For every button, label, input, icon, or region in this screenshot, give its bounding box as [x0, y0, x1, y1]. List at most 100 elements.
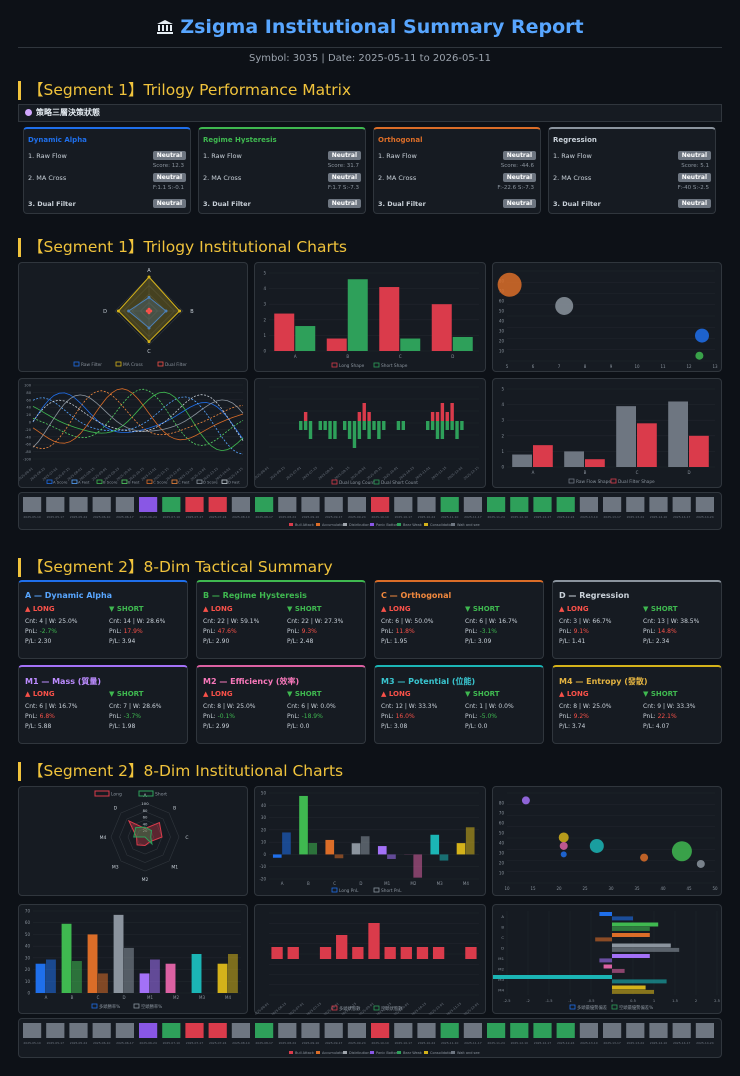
x-tick: 2025-07-01 — [285, 466, 302, 481]
y-tick: 0 — [29, 421, 32, 425]
pnl-prefix: PnL: — [465, 713, 480, 720]
pnl-line: PnL: -18.9% — [287, 712, 367, 722]
bar — [512, 454, 532, 467]
pnl-line: PnL: -3.7% — [109, 712, 189, 722]
bar — [612, 933, 650, 937]
x-tick: 2025-05-17 — [47, 1041, 65, 1045]
y-tick: 60 — [499, 299, 505, 304]
x-tick: M2 — [410, 881, 416, 886]
radar-tick: 60 — [143, 815, 148, 820]
short-label: ▼ SHORT — [465, 690, 500, 698]
bar — [595, 937, 612, 942]
bar — [217, 963, 228, 993]
dim-card-title: M1 — Mass (質量) — [25, 677, 102, 686]
y-tick: 40 — [261, 803, 267, 808]
y-tick: 40 — [499, 841, 505, 846]
y-tick: 30 — [499, 329, 505, 334]
pnl-line: PnL: -2.7% — [25, 627, 105, 637]
legend-label: Bear Weak — [403, 1051, 423, 1055]
pnl-value: 16.0% — [395, 713, 415, 720]
bar-short — [450, 421, 454, 430]
regime-cell — [185, 1023, 204, 1038]
pnl-prefix: PnL: — [559, 713, 574, 720]
legend-swatch — [343, 523, 347, 526]
legend-label: Dual Short Count — [381, 480, 418, 486]
regime-cell — [672, 497, 691, 512]
regime-cell — [139, 1023, 158, 1038]
bar — [165, 963, 176, 993]
y-tick: M4 — [498, 987, 504, 992]
series-line — [32, 394, 244, 448]
x-tick: 2025-09-10 — [302, 515, 320, 519]
y-tick: 0 — [263, 852, 266, 857]
legend-label: Dual Filter Shape — [618, 479, 655, 485]
regime-cell — [185, 497, 204, 512]
section-title-3: 【Segment 2】8-Dim Tactical Summary — [18, 558, 333, 577]
dual-count-chart-panel: 2025-06-01 2025-06-15 2025-07-01 2025-07-15… — [254, 378, 486, 488]
pf-line: P/L: 0.0 — [287, 723, 310, 730]
score-note: Score: 12.3 — [152, 163, 184, 169]
y-tick: B — [501, 924, 504, 929]
x-tick: 2025-13-10 — [580, 1041, 598, 1045]
bar — [360, 836, 370, 855]
long-label: ▲ LONG — [381, 605, 411, 613]
regime-heatmap: 2025-05-10 2025-05-17 2025-05-24 2025-06-10… — [23, 497, 714, 527]
bubble-chart: 10203040506070805678910111213 — [497, 270, 718, 369]
legend-swatch — [568, 478, 575, 484]
legend-swatch — [343, 1051, 347, 1054]
regime-cell — [649, 497, 668, 512]
legend-label: A Score — [53, 480, 68, 485]
x-tick: A — [294, 354, 297, 359]
bar-long — [319, 947, 332, 959]
y-tick: 5 — [263, 271, 266, 276]
x-tick: C — [97, 995, 100, 1000]
legend-swatch — [73, 361, 80, 367]
legend-swatch — [397, 1051, 401, 1054]
regime-cell — [92, 497, 111, 512]
regime-cell — [579, 497, 598, 512]
x-tick: 2025-13-17 — [603, 1041, 621, 1045]
legend-swatch — [331, 479, 338, 485]
raw-flow-row: 1. Raw Flow Neutral Score: 5.1 — [553, 151, 711, 169]
x-tick: M4 — [225, 995, 231, 1000]
dim-card-title: M3 — Potential (位能) — [381, 677, 476, 686]
regime-cell — [417, 497, 436, 512]
radar-axis-label: C — [147, 349, 151, 355]
radar-axis-label: C — [185, 835, 188, 841]
legend-label: C Fast — [178, 480, 190, 485]
bank-icon — [157, 20, 174, 34]
count-line: Cnt: 6 | W: 50.0% — [381, 618, 434, 625]
x-tick: -1 — [568, 999, 572, 1003]
bar-long — [352, 947, 364, 959]
bubble — [695, 351, 704, 360]
divider — [18, 47, 722, 48]
x-tick: 2025-07-15 — [301, 466, 318, 481]
regime-cell — [115, 1023, 134, 1038]
pnl-prefix: PnL: — [381, 713, 396, 720]
x-tick: 2025-05-17 — [47, 515, 65, 519]
legend-swatch — [94, 790, 110, 797]
bar — [603, 964, 612, 969]
x-tick: 0 — [611, 999, 614, 1003]
radar-tick: 40 — [143, 821, 148, 826]
legend-label: D Score — [203, 480, 218, 485]
radar-chart: A B C D Raw Filter MA Cross Dual Filter — [73, 268, 194, 368]
x-tick: -0.5 — [587, 999, 594, 1003]
series-line — [32, 391, 244, 452]
legend-label: Wait and see — [457, 523, 480, 527]
score-line-chart-panel: -100 -80 -60 -40 -20 0 20 40 60 80 100 2025-06-01 20… — [18, 378, 248, 488]
bar-short — [367, 421, 371, 439]
row-label: 3. Dual Filter — [203, 200, 251, 208]
x-tick: 30 — [608, 886, 614, 891]
trilogy-card: Regime Hysteresis 1. Raw Flow Neutral Scor… — [198, 127, 366, 214]
bar-long — [362, 403, 366, 421]
regime-heatmap-2: 2025-05-10 2025-05-17 2025-05-24 2025-06-10… — [23, 1023, 714, 1055]
pnl-value: -3.7% — [123, 713, 142, 720]
trilogy-card: Regression 1. Raw Flow Neutral Score: 5.1 … — [548, 127, 716, 214]
x-tick: 25 — [582, 886, 588, 891]
x-tick: 12 — [686, 364, 692, 369]
bar-long — [416, 947, 429, 959]
regime-cell — [139, 497, 158, 512]
regime-cell — [626, 497, 645, 512]
dual-filter-row: 3. Dual Filter Neutral — [378, 199, 536, 209]
